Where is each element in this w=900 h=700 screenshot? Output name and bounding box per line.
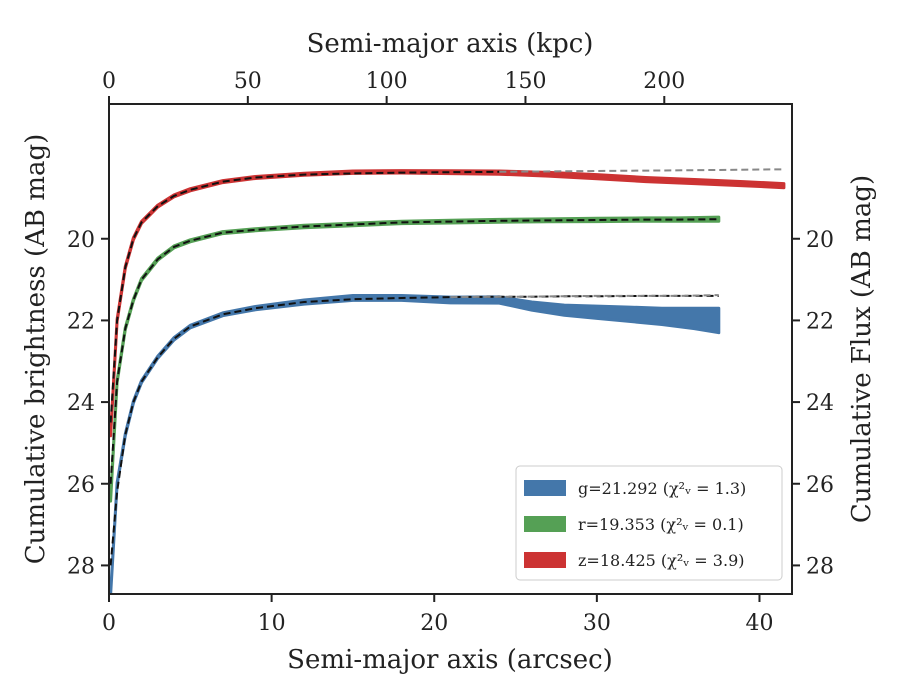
line-r_model (109, 218, 719, 484)
y-tick-label: 24 (67, 391, 95, 416)
y-axis-label: Cumulative brightness (AB mag) (21, 134, 51, 565)
line-g_extension (450, 294, 719, 299)
x-tick-label: 20 (420, 611, 448, 636)
model-lines (109, 168, 784, 566)
band-r (109, 215, 721, 503)
x-tick-label: 30 (583, 611, 611, 636)
plot-frame (108, 103, 793, 595)
y-axis-ticks: 20 22 24 26 28 (67, 228, 109, 579)
legend-label-g: g=21.292 (χ²ᵥ = 1.3) (578, 479, 746, 498)
line-z_extension (499, 168, 784, 173)
line-z_model (109, 170, 500, 423)
x2-tick-label: 100 (366, 69, 408, 94)
y2-axis-ticks: 20 22 24 26 28 (792, 228, 834, 579)
y-tick-label: 26 (67, 473, 95, 498)
legend-label-z: z=18.425 (χ²ᵥ = 3.9) (578, 551, 744, 570)
x-axis-ticks: 0 10 20 30 40 (102, 594, 773, 636)
legend: g=21.292 (χ²ᵥ = 1.3) r=19.353 (χ²ᵥ = 0.1)… (515, 465, 783, 581)
x2-axis-label: Semi-major axis (kpc) (307, 29, 594, 59)
legend-swatch-g (524, 480, 566, 496)
x2-tick-label: 200 (643, 69, 685, 94)
y2-tick-label: 26 (806, 473, 834, 498)
y2-tick-label: 28 (806, 554, 834, 579)
y2-tick-label: 22 (806, 309, 834, 334)
legend-swatch-r (524, 516, 566, 532)
y-tick-label: 22 (67, 309, 95, 334)
x2-axis-ticks: 0 50 100 150 200 (102, 69, 685, 104)
x2-tick-label: 50 (234, 69, 262, 94)
legend-label-r: r=19.353 (χ²ᵥ = 0.1) (578, 515, 744, 534)
y2-tick-label: 24 (806, 391, 834, 416)
x-tick-label: 40 (745, 611, 773, 636)
x-axis-label: Semi-major axis (arcsec) (287, 645, 613, 675)
x2-tick-label: 0 (102, 69, 116, 94)
y2-axis-label: Cumulative Flux (AB mag) (847, 175, 877, 523)
legend-box (515, 465, 783, 581)
y2-tick-label: 20 (806, 228, 834, 253)
x-tick-label: 10 (258, 611, 286, 636)
x2-tick-label: 150 (504, 69, 546, 94)
legend-swatch-z (524, 552, 566, 568)
y-tick-label: 28 (67, 554, 95, 579)
y-tick-label: 20 (67, 228, 95, 253)
x-tick-label: 0 (102, 611, 116, 636)
